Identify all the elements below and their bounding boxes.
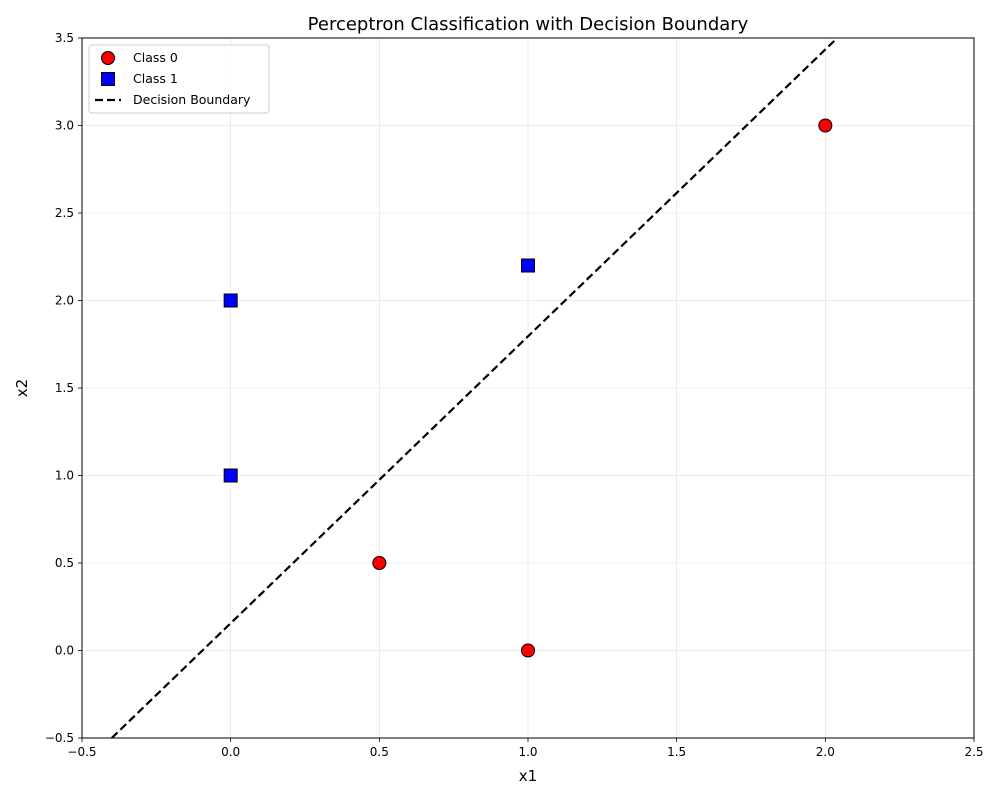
- class-0-point: [372, 556, 387, 570]
- y-tick-label: 0.0: [55, 644, 74, 658]
- class-0-point: [521, 643, 535, 658]
- points-layer: [223, 118, 833, 658]
- class-0-point: [818, 118, 833, 133]
- legend: Class 0 Class 1 Decision Boundary: [88, 44, 270, 114]
- x-tick-label: −0.5: [67, 745, 96, 759]
- x-tick-label: 2.0: [816, 745, 835, 759]
- y-tick-label: 1.0: [55, 469, 74, 483]
- legend-class-0-marker: [101, 51, 115, 65]
- y-axis-label: x2: [13, 379, 31, 397]
- chart-title: Perceptron Classification with Decision …: [308, 14, 749, 35]
- legend-label: Decision Boundary: [133, 92, 251, 107]
- x-tick-label: 1.5: [667, 745, 686, 759]
- y-tick-label: 3.0: [55, 119, 74, 133]
- x-tick-label: 0.5: [370, 745, 389, 759]
- y-tick-label: 3.5: [55, 31, 74, 45]
- y-tick-label: −0.5: [45, 731, 74, 745]
- x-axis-label: x1: [519, 767, 537, 785]
- legend-class-1-marker: [101, 72, 115, 86]
- class-1-point: [223, 293, 238, 308]
- y-tick-label: 0.5: [55, 556, 74, 570]
- x-tick-label: 0.0: [221, 745, 240, 759]
- decision-boundary-line: [110, 38, 838, 738]
- lines-layer: [110, 38, 838, 738]
- y-tick-label: 1.5: [55, 381, 74, 395]
- class-1-point: [223, 468, 238, 483]
- legend-label: Class 1: [133, 71, 178, 86]
- x-tick-label: 2.5: [964, 745, 983, 759]
- y-tick-label: 2.5: [55, 206, 74, 220]
- legend-box: [88, 44, 270, 114]
- y-tick-label: 2.0: [55, 294, 74, 308]
- ticks: −0.5 0.0 0.5 1.0 1.5 2.0 2.5 −0.5 0.0 0.5 1.0 1.5 2.…: [45, 31, 984, 759]
- x-tick-label: 1.0: [518, 745, 537, 759]
- class-1-point: [521, 258, 535, 273]
- legend-label: Class 0: [133, 50, 178, 65]
